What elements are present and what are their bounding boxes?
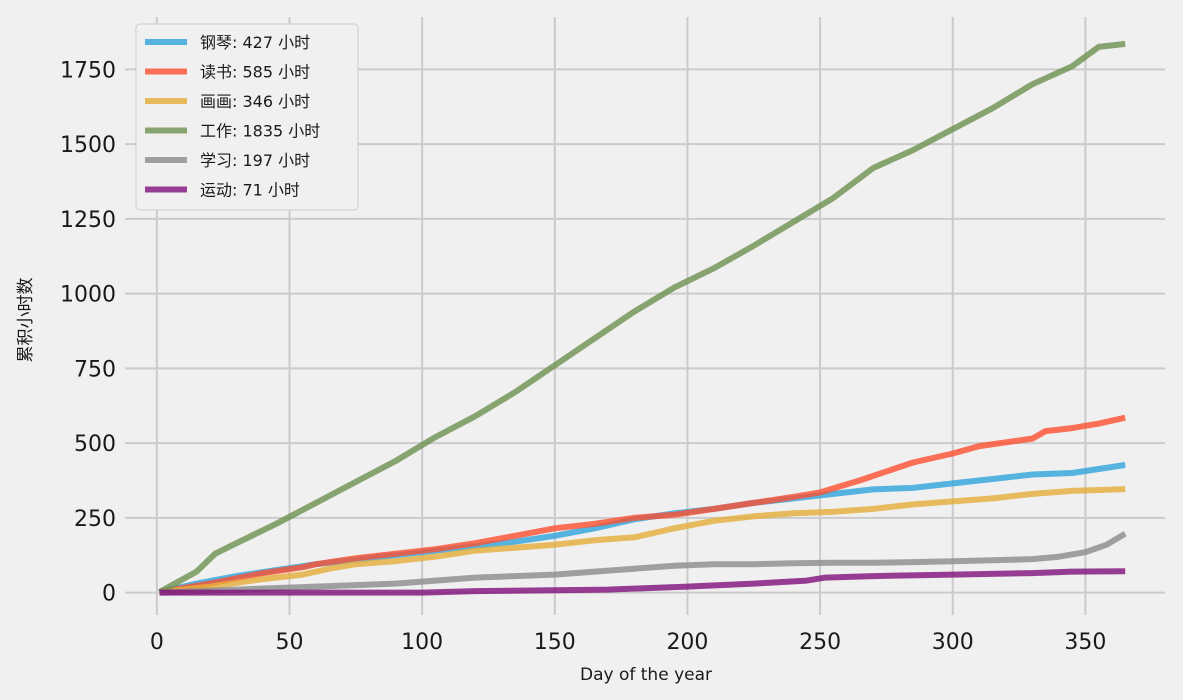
y-tick-label: 1500: [60, 133, 116, 158]
series-line-3: [159, 486, 1126, 595]
x-axis-label: Day of the year: [580, 665, 712, 685]
x-tick-label: 150: [534, 630, 576, 655]
legend-label: 钢琴: 427 小时: [200, 33, 310, 52]
x-tick-label: 300: [932, 630, 974, 655]
y-tick-label: 1750: [60, 58, 116, 83]
y-tick-label: 0: [102, 582, 116, 607]
series-line-5: [159, 531, 1127, 596]
series-line-2: [159, 414, 1126, 595]
x-tick-labels: 0 50 100 150 200 250 300 350: [150, 630, 1107, 655]
y-tick-label: 500: [74, 432, 116, 457]
legend-box: [135, 23, 359, 211]
y-tick-label: 750: [74, 357, 116, 382]
legend-label: 读书: 585 小时: [200, 63, 310, 82]
legend-label: 学习: 197 小时: [200, 151, 310, 170]
legend-label: 工作: 1835 小时: [200, 122, 320, 141]
x-tick-label: 250: [799, 630, 841, 655]
series-lines: [158, 40, 1127, 596]
x-tick-label: 350: [1064, 630, 1106, 655]
y-tick-label: 1250: [60, 208, 116, 233]
x-tick-label: 100: [401, 630, 443, 655]
y-axis-label: 累积小时数: [16, 278, 36, 363]
y-tick-label: 1000: [60, 283, 116, 308]
series-line-4: [158, 40, 1126, 595]
series-line-6: [159, 568, 1126, 596]
x-tick-label: 0: [150, 630, 164, 655]
legend-label: 画画: 346 小时: [200, 92, 310, 111]
x-tick-label: 50: [275, 630, 303, 655]
x-tick-label: 200: [666, 630, 708, 655]
y-tick-label: 250: [74, 507, 116, 532]
y-tick-labels: 0 250 500 750 1000 1250 1500 1750: [60, 58, 116, 606]
legend-label: 运动: 71 小时: [200, 181, 300, 200]
